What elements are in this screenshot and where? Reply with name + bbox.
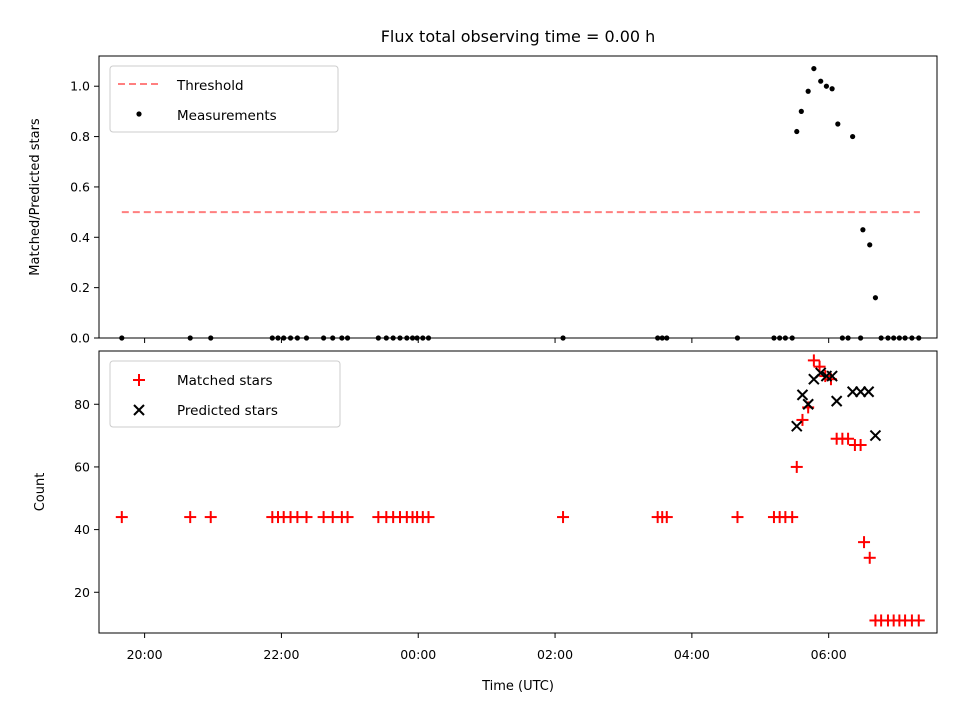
matched-star-point <box>786 511 799 524</box>
top-y-axis: 0.0 0.2 0.4 0.6 0.8 1.0 <box>70 79 99 346</box>
top-y-tick-label: 0.8 <box>70 129 90 144</box>
top-y-axis-label: Matched/Predicted stars <box>28 118 43 276</box>
predicted-stars-series <box>791 367 882 442</box>
predicted-star-point <box>869 429 882 442</box>
matched-star-point <box>842 432 855 445</box>
legend-predicted-marker <box>133 404 145 416</box>
measurement-point <box>811 65 817 72</box>
measurement-point <box>850 133 856 140</box>
bottom-y-tick-label: 60 <box>74 459 90 474</box>
predicted-star-point <box>791 420 803 432</box>
matched-star-point <box>115 511 128 524</box>
measurement-point <box>798 108 804 114</box>
bottom-y-axis-label: Count <box>33 473 48 512</box>
matched-star-point <box>854 439 867 451</box>
x-tick-label: 22:00 <box>263 647 299 662</box>
legend-predicted-label: Predicted stars <box>177 403 278 419</box>
measurement-point <box>818 78 824 84</box>
matched-star-point <box>796 413 809 426</box>
matched-star-point <box>858 536 871 549</box>
predicted-star-point <box>826 370 838 382</box>
predicted-star-point <box>814 367 827 379</box>
bottom-axes-frame <box>98 350 938 634</box>
measurement-point <box>860 227 866 233</box>
matched-star-point <box>912 614 925 627</box>
top-y-tick-label: 0.0 <box>70 331 90 346</box>
bottom-legend-box <box>109 360 341 428</box>
x-tick-label: 00:00 <box>400 647 436 662</box>
measurement-point <box>829 86 835 92</box>
top-axes-frame <box>98 55 938 339</box>
bottom-y-tick-label: 80 <box>74 397 90 412</box>
top-y-tick-label: 1.0 <box>70 79 90 94</box>
x-tick-label: 02:00 <box>537 647 573 662</box>
predicted-star-point <box>802 398 814 410</box>
matched-star-point <box>184 511 197 524</box>
measurement-point <box>835 121 841 127</box>
matched-star-point <box>731 511 744 524</box>
top-y-tick-label: 0.6 <box>70 179 90 194</box>
predicted-star-point <box>862 386 875 398</box>
bottom-y-axis: 20 40 60 80 <box>74 397 99 600</box>
matched-star-point <box>422 511 435 524</box>
top-panel: Flux total observing time = 0.00 h 0.00.… <box>28 27 938 346</box>
matched-star-point <box>660 511 673 524</box>
matched-star-point <box>807 354 820 367</box>
x-tick-label: 06:00 <box>811 647 847 662</box>
legend-measurements-marker <box>136 111 142 117</box>
predicted-star-point <box>830 395 843 407</box>
matched-star-point <box>204 511 217 524</box>
x-tick-label: 20:00 <box>127 647 163 662</box>
matched-star-point <box>863 551 876 564</box>
bottom-legend: Matched stars Predicted stars <box>109 360 341 428</box>
x-tick-label: 04:00 <box>674 647 710 662</box>
measurement-point <box>872 295 879 301</box>
measurement-point <box>794 128 800 135</box>
top-y-tick-label: 0.4 <box>70 230 90 245</box>
legend-matched-marker <box>133 374 145 386</box>
bottom-y-tick-label: 20 <box>74 585 90 600</box>
top-legend-box <box>109 65 339 133</box>
top-y-tick-label: 0.2 <box>70 280 90 295</box>
legend-matched-label: Matched stars <box>177 373 273 389</box>
bottom-y-tick-label: 40 <box>74 522 90 537</box>
measurement-point <box>823 83 830 89</box>
measurement-point <box>867 242 873 248</box>
predicted-star-point <box>796 389 809 401</box>
matched-star-point <box>300 511 313 524</box>
measurement-point <box>805 88 811 94</box>
bottom-x-axis: 20:00 22:00 00:00 02:00 04:00 06:00 <box>127 633 847 662</box>
chart-title: Flux total observing time = 0.00 h <box>381 27 656 46</box>
matched-star-point <box>790 460 803 473</box>
legend-threshold-label: Threshold <box>176 78 244 94</box>
top-legend: Threshold Measurements <box>109 65 339 133</box>
matched-star-point <box>557 511 570 524</box>
legend-measurements-label: Measurements <box>177 108 277 124</box>
matched-star-point <box>341 511 354 524</box>
x-axis-label: Time (UTC) <box>481 679 554 694</box>
